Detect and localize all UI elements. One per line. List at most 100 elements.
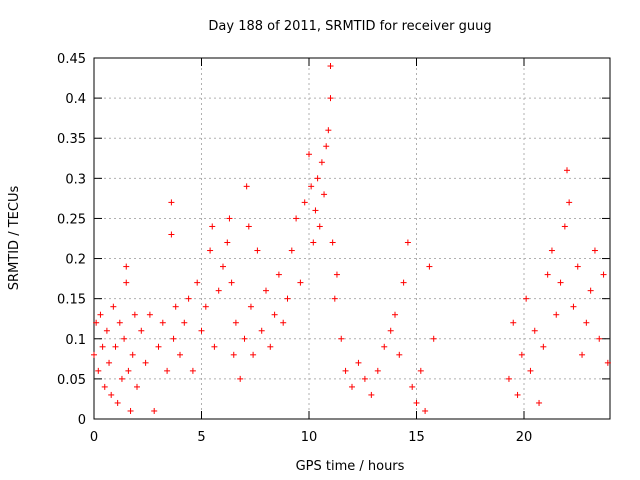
- data-point: [396, 351, 403, 358]
- data-point: [202, 303, 209, 310]
- data-point: [553, 311, 560, 318]
- data-point: [114, 399, 121, 406]
- data-point: [245, 223, 252, 230]
- y-axis-label: SRMTID / TECUs: [7, 186, 22, 291]
- data-point: [232, 319, 239, 326]
- data-point: [127, 407, 134, 414]
- data-point: [518, 351, 525, 358]
- data-point: [293, 215, 300, 222]
- data-point: [505, 375, 512, 382]
- data-point: [333, 271, 340, 278]
- data-point: [93, 319, 100, 326]
- data-point: [224, 239, 231, 246]
- y-tick-label: 0: [78, 413, 86, 428]
- data-point: [327, 95, 334, 102]
- data-point: [355, 359, 362, 366]
- data-point: [170, 335, 177, 342]
- data-point: [138, 327, 145, 334]
- data-point: [106, 359, 113, 366]
- data-point: [557, 279, 564, 286]
- x-axis-label: GPS time / hours: [296, 459, 405, 474]
- data-point: [121, 335, 128, 342]
- data-point: [142, 359, 149, 366]
- axis-ticks: 0 0.05 0.1 0.15 0.2 0.25 0.3 0.35 0.4 0.45 0 5 10 15 2…: [57, 52, 610, 445]
- data-point: [548, 247, 555, 254]
- data-point: [331, 295, 338, 302]
- x-tick-label: 15: [408, 430, 425, 445]
- data-point: [168, 231, 175, 238]
- data-point: [211, 343, 218, 350]
- data-point: [189, 367, 196, 374]
- data-point: [172, 303, 179, 310]
- y-tick-label: 0.3: [65, 172, 86, 187]
- y-tick-label: 0.1: [65, 333, 86, 348]
- data-point: [583, 319, 590, 326]
- data-point: [514, 391, 521, 398]
- data-point: [263, 287, 269, 294]
- data-point: [342, 367, 349, 374]
- data-point: [112, 343, 119, 350]
- data-point: [220, 263, 226, 270]
- plot-frame: [93, 57, 611, 420]
- data-point: [237, 375, 244, 382]
- grid: [94, 58, 610, 419]
- data-point: [134, 383, 140, 390]
- data-point: [129, 351, 136, 358]
- data-point: [523, 295, 530, 302]
- y-tick-label: 0.2: [65, 253, 86, 268]
- y-tick-label: 0.4: [65, 92, 86, 107]
- data-point: [241, 335, 248, 342]
- data-point: [185, 295, 192, 302]
- data-point: [301, 199, 308, 206]
- data-point: [574, 263, 581, 270]
- data-point: [123, 263, 130, 270]
- data-point: [318, 159, 325, 166]
- chart-title: Day 188 of 2011, SRMTID for receiver guu…: [208, 19, 491, 34]
- data-point: [99, 343, 106, 350]
- data-point: [207, 247, 214, 254]
- data-point: [536, 399, 543, 406]
- data-point: [540, 343, 547, 350]
- data-point: [349, 383, 355, 390]
- data-point: [146, 311, 153, 318]
- data-point: [314, 175, 321, 182]
- data-point: [198, 327, 205, 334]
- data-point: [97, 311, 104, 318]
- data-point: [413, 399, 420, 406]
- data-point: [177, 351, 183, 358]
- data-point: [310, 239, 317, 246]
- data-point: [151, 407, 158, 414]
- data-point: [297, 279, 304, 286]
- x-tick-label: 10: [301, 430, 318, 445]
- data-point: [267, 343, 274, 350]
- data-point: [125, 367, 132, 374]
- data-point: [527, 367, 534, 374]
- data-point: [123, 279, 130, 286]
- data-point: [108, 391, 115, 398]
- data-point: [430, 335, 437, 342]
- data-point: [591, 247, 598, 254]
- data-point: [374, 367, 381, 374]
- data-point: [226, 215, 233, 222]
- y-tick-label: 0.35: [57, 132, 86, 147]
- data-point: [561, 223, 568, 230]
- data-point: [247, 303, 254, 310]
- data-point: [254, 247, 261, 254]
- x-tick-label: 0: [90, 430, 98, 445]
- data-point: [194, 279, 201, 286]
- data-point: [587, 287, 594, 294]
- data-point: [409, 383, 416, 390]
- data-point: [510, 319, 517, 326]
- data-point: [600, 271, 607, 278]
- data-point: [243, 183, 250, 190]
- data-point: [327, 63, 334, 70]
- data-point: [181, 319, 188, 326]
- data-point: [275, 271, 282, 278]
- data-point: [361, 375, 368, 382]
- data-point: [596, 335, 603, 342]
- data-point: [95, 367, 102, 374]
- data-point: [564, 167, 570, 174]
- data-point: [209, 223, 216, 230]
- data-point: [368, 391, 375, 398]
- data-point: [280, 319, 287, 326]
